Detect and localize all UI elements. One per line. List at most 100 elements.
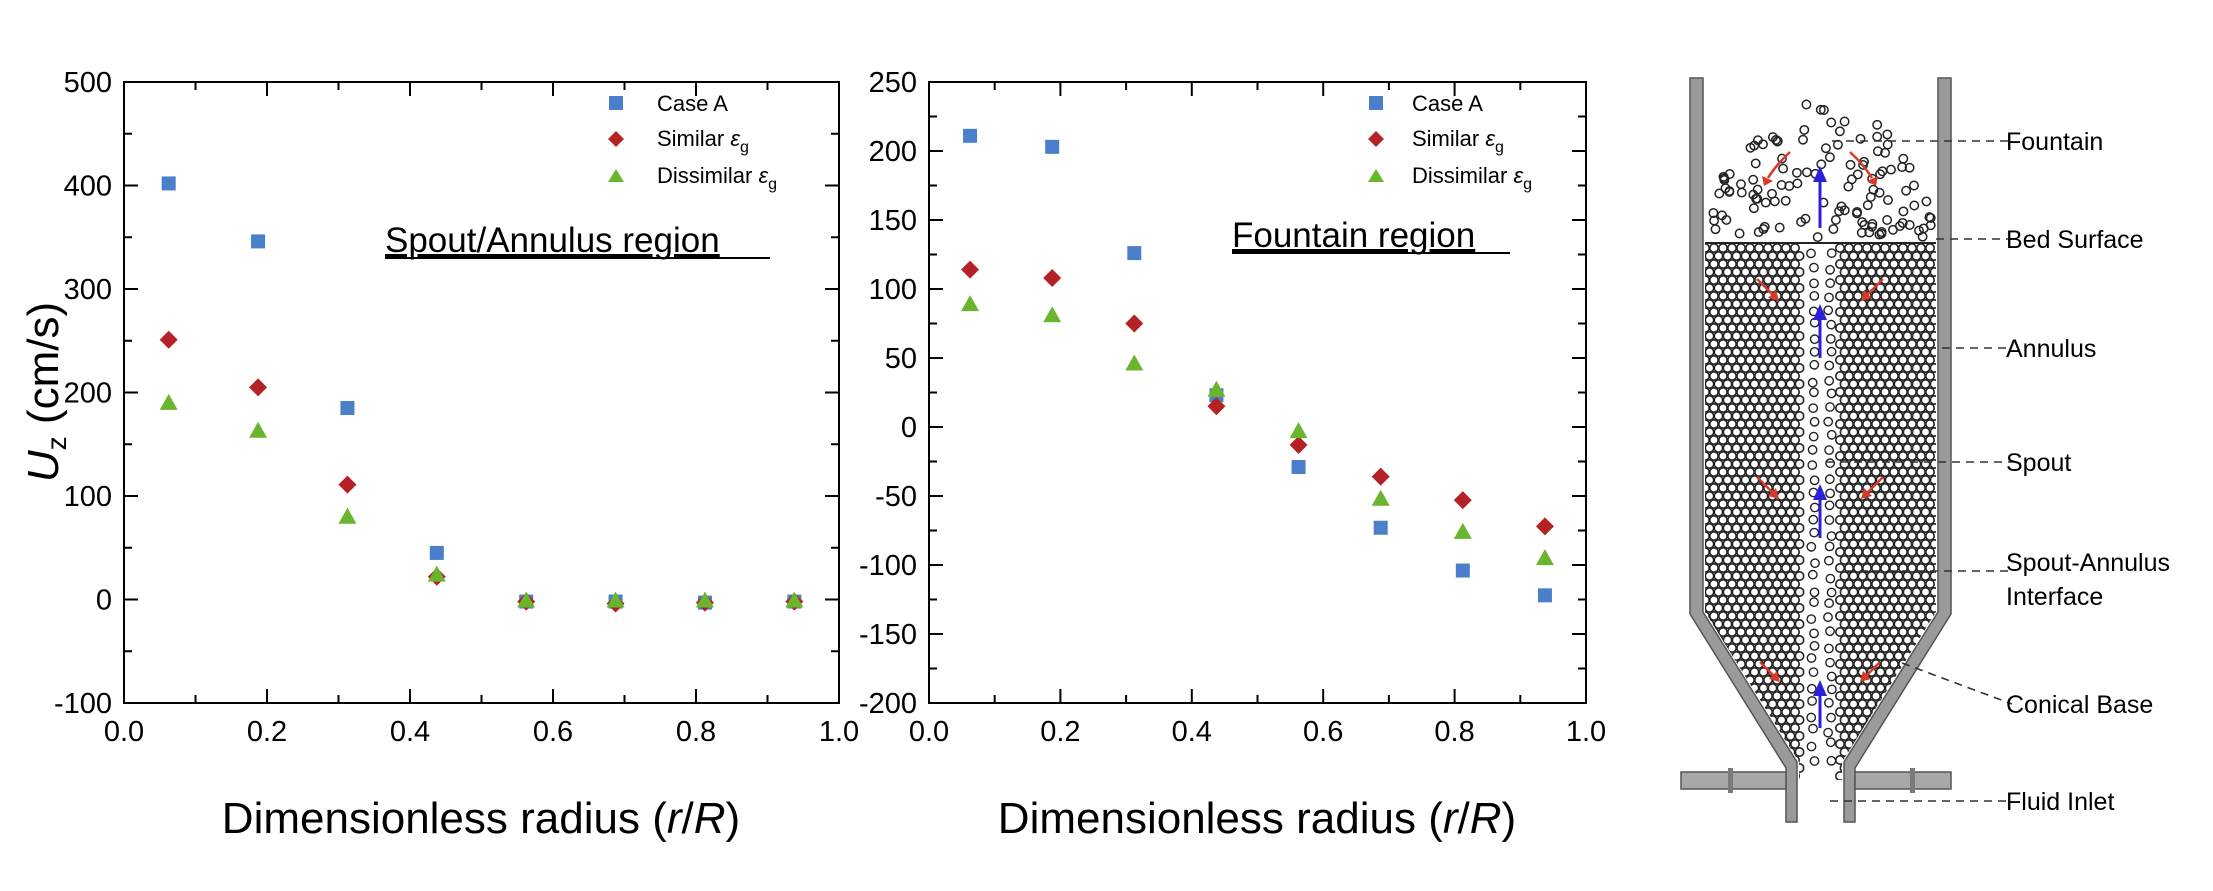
- particle: [1882, 139, 1893, 150]
- particle: [1758, 298, 1769, 309]
- particle: [1893, 474, 1904, 485]
- particle: [1705, 506, 1715, 517]
- particle: [1871, 370, 1882, 381]
- particle: [1835, 658, 1846, 669]
- particle: [1929, 458, 1936, 469]
- particle: [1828, 224, 1839, 235]
- particle: [1754, 450, 1765, 461]
- particle: [1907, 706, 1918, 717]
- particle: [1889, 546, 1900, 557]
- particle: [1713, 762, 1724, 773]
- particle: [1875, 522, 1886, 533]
- particle: [1758, 602, 1769, 613]
- particle: [1898, 626, 1909, 637]
- flow-arrow-head: [1861, 290, 1872, 301]
- particle: [1853, 322, 1864, 333]
- particle: [1785, 602, 1796, 613]
- legend: Case A Similar εg Dissimilar εg: [1368, 91, 1532, 193]
- particle: [1705, 490, 1715, 501]
- particle: [1713, 682, 1724, 693]
- particle: [1907, 243, 1918, 254]
- particle: [1853, 450, 1864, 461]
- particle: [1866, 314, 1877, 325]
- particle: [1794, 570, 1805, 581]
- particle: [1754, 594, 1765, 605]
- particle: [1862, 434, 1873, 445]
- particle: [1884, 266, 1895, 277]
- particle: [1754, 386, 1765, 397]
- particle: [1889, 306, 1900, 317]
- region-annotation: Fountain region: [1232, 216, 1475, 255]
- particle: [1871, 690, 1882, 701]
- particle: [1794, 682, 1805, 693]
- particle: [1866, 251, 1877, 262]
- particle: [1816, 159, 1827, 170]
- particle: [1898, 322, 1909, 333]
- particle: [1776, 650, 1787, 661]
- particle: [1853, 722, 1864, 733]
- particle: [1781, 386, 1792, 397]
- particle: [1916, 402, 1927, 413]
- particle: [1758, 634, 1769, 645]
- particle: [1767, 618, 1778, 629]
- particle: [1880, 258, 1891, 269]
- particle: [1736, 610, 1747, 621]
- particle: [1745, 658, 1756, 669]
- particle: [1731, 586, 1742, 597]
- particle: [1884, 634, 1895, 645]
- particle: [1794, 586, 1805, 597]
- particle: [1790, 546, 1801, 557]
- particle: [1740, 522, 1751, 533]
- particle: [1911, 554, 1922, 565]
- particle: [1866, 426, 1877, 437]
- particle: [1794, 506, 1805, 517]
- particle: [1875, 378, 1886, 389]
- data-point-similar: [338, 475, 357, 494]
- particle: [1749, 570, 1760, 581]
- particle: [1920, 251, 1931, 262]
- particle: [1893, 314, 1904, 325]
- particle: [1920, 490, 1931, 501]
- particle: [1880, 402, 1891, 413]
- flow-arrow-head: [1768, 488, 1779, 499]
- particle: [1736, 187, 1747, 198]
- particle: [1758, 394, 1769, 405]
- particle: [1909, 180, 1919, 191]
- particle: [1722, 442, 1733, 453]
- particle: [1898, 450, 1909, 461]
- particle: [1920, 698, 1931, 709]
- particle: [1871, 434, 1882, 445]
- particle: [1929, 522, 1936, 533]
- particle: [1902, 378, 1913, 389]
- particle: [1709, 674, 1720, 685]
- particle: [1790, 562, 1801, 573]
- particle: [1853, 658, 1864, 669]
- particle: [1794, 426, 1805, 437]
- particle: [1774, 222, 1785, 233]
- label-fluid-inlet: Fluid Inlet: [2006, 788, 2114, 816]
- particle: [1875, 410, 1886, 421]
- particle: [1929, 602, 1936, 613]
- particle: [1893, 634, 1904, 645]
- particle: [1824, 152, 1835, 163]
- particle: [1709, 434, 1720, 445]
- particle: [1776, 442, 1787, 453]
- particle: [1731, 762, 1742, 773]
- particle: [1920, 522, 1931, 533]
- particle: [1798, 134, 1808, 145]
- particle: [1718, 610, 1729, 621]
- particle: [1902, 730, 1913, 741]
- particle: [1713, 474, 1724, 485]
- particle: [1925, 354, 1936, 365]
- particle: [1754, 338, 1765, 349]
- particle: [1718, 498, 1729, 509]
- particle: [1806, 541, 1817, 552]
- particle: [1848, 378, 1859, 389]
- data-point-dissimilar: [785, 591, 804, 608]
- particle: [1772, 450, 1783, 461]
- particle: [1749, 666, 1760, 677]
- particle: [1835, 482, 1846, 493]
- particle: [1839, 378, 1850, 389]
- particle: [1709, 658, 1720, 669]
- particle: [1889, 578, 1900, 589]
